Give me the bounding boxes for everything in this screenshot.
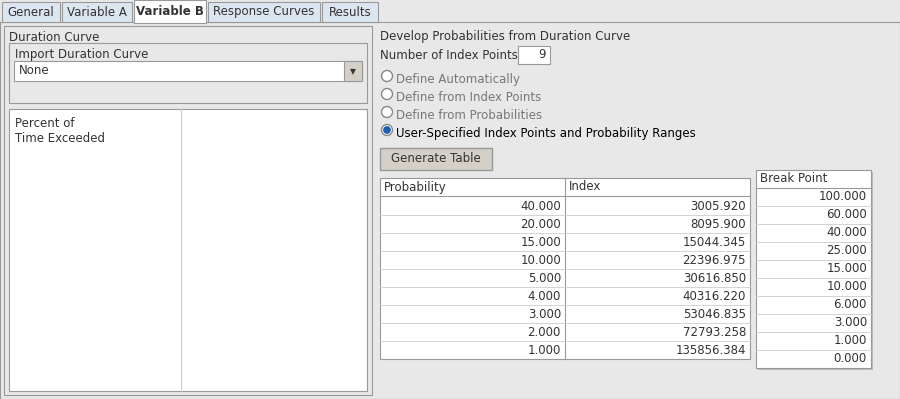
- Bar: [344, 61, 362, 81]
- Text: ▾: ▾: [350, 65, 356, 77]
- Text: None: None: [19, 65, 50, 77]
- Text: 1.000: 1.000: [527, 344, 561, 356]
- Text: Response Curves: Response Curves: [213, 6, 315, 18]
- Text: General: General: [7, 6, 54, 18]
- Circle shape: [382, 71, 392, 81]
- Bar: [322, 2, 378, 22]
- Bar: [2, 2, 60, 22]
- Text: Break Point: Break Point: [760, 172, 827, 186]
- Text: Index: Index: [569, 180, 601, 194]
- Bar: [380, 148, 492, 170]
- Bar: [14, 61, 362, 81]
- Text: 9: 9: [538, 49, 546, 61]
- Text: Define Automatically: Define Automatically: [396, 73, 520, 86]
- Text: Number of Index Points: Number of Index Points: [380, 49, 518, 62]
- Text: 40.000: 40.000: [520, 200, 561, 213]
- Bar: [134, 0, 206, 23]
- Text: Variable A: Variable A: [68, 6, 127, 18]
- Bar: [9, 109, 367, 391]
- Text: Probability: Probability: [384, 180, 446, 194]
- Text: 72793.258: 72793.258: [682, 326, 746, 338]
- Text: 4.000: 4.000: [527, 290, 561, 302]
- Text: 100.000: 100.000: [819, 190, 867, 203]
- Circle shape: [383, 126, 391, 134]
- Text: 3.000: 3.000: [833, 316, 867, 330]
- Text: Variable B: Variable B: [136, 5, 204, 18]
- Bar: [380, 178, 750, 196]
- Text: Duration Curve: Duration Curve: [9, 31, 99, 44]
- Text: Develop Probabilities from Duration Curve: Develop Probabilities from Duration Curv…: [380, 30, 630, 43]
- Text: 30616.850: 30616.850: [683, 271, 746, 284]
- Text: 10.000: 10.000: [520, 253, 561, 267]
- Text: 40.000: 40.000: [826, 227, 867, 239]
- Bar: [0, 0, 900, 22]
- Text: 0.000: 0.000: [833, 352, 867, 365]
- Text: 22396.975: 22396.975: [682, 253, 746, 267]
- Text: 5.000: 5.000: [527, 271, 561, 284]
- Circle shape: [382, 124, 392, 136]
- Text: 8095.900: 8095.900: [690, 217, 746, 231]
- Text: 1.000: 1.000: [833, 334, 867, 348]
- Bar: [208, 2, 320, 22]
- Text: 135856.384: 135856.384: [676, 344, 746, 356]
- Text: 40316.220: 40316.220: [682, 290, 746, 302]
- Circle shape: [382, 107, 392, 117]
- Text: 20.000: 20.000: [520, 217, 561, 231]
- Text: 25.000: 25.000: [826, 245, 867, 257]
- Bar: [756, 170, 871, 368]
- Text: 15.000: 15.000: [520, 235, 561, 249]
- Text: 3005.920: 3005.920: [690, 200, 746, 213]
- Circle shape: [382, 89, 392, 99]
- Text: Import Duration Curve: Import Duration Curve: [15, 48, 149, 61]
- Bar: [4, 26, 372, 395]
- Text: 10.000: 10.000: [826, 280, 867, 294]
- Bar: [380, 178, 750, 359]
- Text: 3.000: 3.000: [527, 308, 561, 320]
- Text: 53046.835: 53046.835: [683, 308, 746, 320]
- Text: Percent of
Time Exceeded: Percent of Time Exceeded: [15, 117, 105, 145]
- Text: Define from Index Points: Define from Index Points: [396, 91, 541, 104]
- Text: Generate Table: Generate Table: [392, 152, 481, 166]
- Text: 2.000: 2.000: [527, 326, 561, 338]
- Bar: [518, 46, 550, 64]
- Text: 6.000: 6.000: [833, 298, 867, 312]
- Text: Results: Results: [328, 6, 372, 18]
- Text: User-Specified Index Points and Probability Ranges: User-Specified Index Points and Probabil…: [396, 127, 696, 140]
- Text: 60.000: 60.000: [826, 209, 867, 221]
- Bar: [758, 172, 873, 370]
- Text: Define from Probabilities: Define from Probabilities: [396, 109, 542, 122]
- Text: 15.000: 15.000: [826, 263, 867, 275]
- Bar: [62, 2, 132, 22]
- Text: 15044.345: 15044.345: [683, 235, 746, 249]
- Bar: [9, 43, 367, 103]
